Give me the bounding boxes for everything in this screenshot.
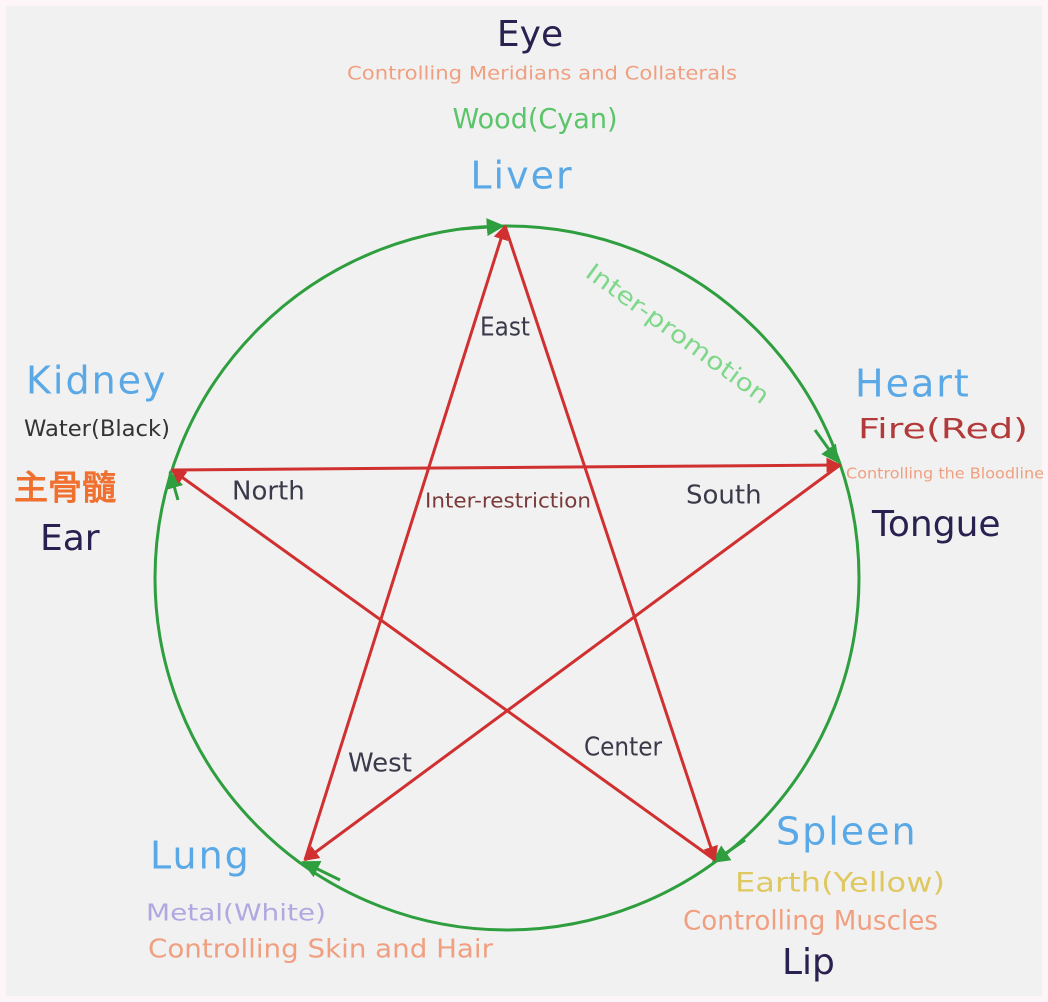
function-label: 主骨髓	[14, 469, 116, 509]
organ-label: Liver	[470, 154, 573, 198]
organ-label: Heart	[855, 362, 971, 406]
direction-label: West	[348, 749, 412, 779]
function-label: Controlling Meridians and Collaterals	[347, 63, 737, 85]
restriction-label: Inter-restriction	[425, 489, 591, 513]
background	[6, 6, 1042, 996]
organ-label: Lung	[150, 834, 251, 878]
element-label: Fire(Red)	[858, 412, 1028, 445]
element-label: Wood(Cyan)	[453, 102, 618, 135]
sense-label: Eye	[497, 14, 563, 55]
direction-label: North	[232, 477, 305, 507]
direction-label: East	[480, 313, 530, 343]
element-label: Water(Black)	[24, 417, 170, 442]
organ-label: Spleen	[776, 810, 918, 854]
sense-label: Tongue	[871, 504, 1001, 545]
direction-label: Center	[584, 733, 662, 763]
restriction-lines	[170, 224, 842, 862]
sense-label: Ear	[40, 518, 100, 559]
function-label: Controlling Muscles	[683, 906, 938, 937]
function-label: Controlling Skin and Hair	[148, 935, 493, 965]
element-label: Metal(White)	[146, 901, 326, 927]
organ-label: Kidney	[26, 359, 168, 403]
sense-label: Lip	[782, 942, 835, 983]
function-label: Controlling the Bloodline	[846, 465, 1044, 483]
element-label: Earth(Yellow)	[735, 868, 945, 899]
direction-label: South	[686, 481, 762, 511]
